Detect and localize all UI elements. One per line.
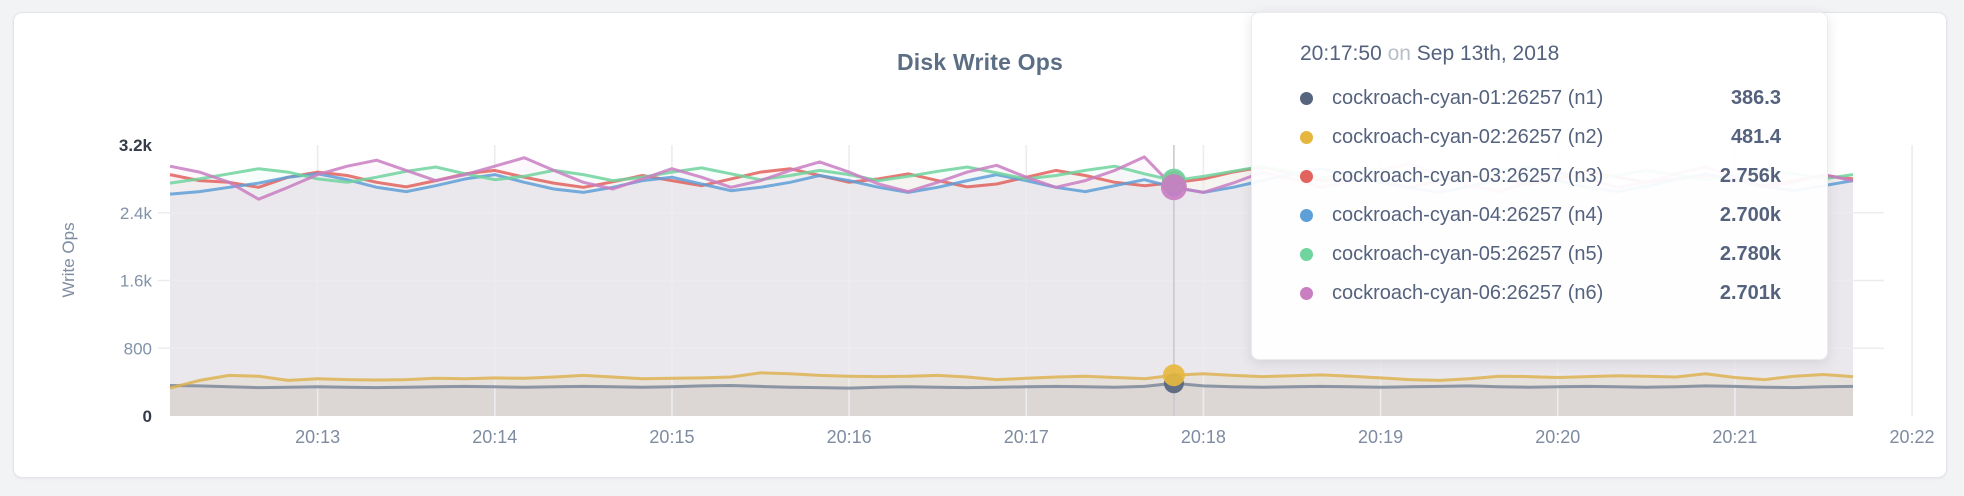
- tooltip-conjunction: on: [1387, 42, 1411, 65]
- series-label: cockroach-cyan-05:26257 (n5): [1332, 243, 1604, 265]
- series-label: cockroach-cyan-02:26257 (n2): [1332, 126, 1604, 148]
- y-tick-label: 2.4k: [120, 204, 153, 223]
- x-tick-label: 20:21: [1712, 427, 1757, 447]
- series-dot-icon: [1300, 170, 1313, 183]
- hover-dot: [1162, 364, 1185, 387]
- x-tick-label: 20:14: [472, 427, 517, 447]
- chart-tooltip: 20:17:50 on Sep 13th, 2018 cockroach-cya…: [1251, 12, 1828, 360]
- series-label: cockroach-cyan-01:26257 (n1): [1332, 87, 1604, 109]
- y-tick-label: 800: [124, 339, 152, 358]
- tooltip-header: 20:17:50 on Sep 13th, 2018: [1300, 39, 1781, 69]
- series-value: 2.701k: [1719, 282, 1781, 304]
- series-value: 386.3: [1730, 87, 1781, 109]
- hover-dot: [1160, 174, 1187, 201]
- tooltip-row: cockroach-cyan-02:26257 (n2) 481.4: [1300, 118, 1781, 157]
- x-tick-label: 20:20: [1535, 427, 1580, 447]
- series-label: cockroach-cyan-03:26257 (n3): [1332, 165, 1604, 187]
- x-tick-label: 20:15: [649, 427, 694, 447]
- series-dot-icon: [1300, 248, 1313, 261]
- series-dot-icon: [1300, 131, 1313, 144]
- tooltip-row: cockroach-cyan-05:26257 (n5) 2.780k: [1300, 235, 1781, 274]
- tooltip-row: cockroach-cyan-01:26257 (n1) 386.3: [1300, 79, 1781, 118]
- x-tick-label: 20:18: [1181, 427, 1226, 447]
- series-area: [170, 372, 1853, 416]
- chart-title: Disk Write Ops: [897, 49, 1063, 75]
- tooltip-row: cockroach-cyan-04:26257 (n4) 2.700k: [1300, 196, 1781, 235]
- y-tick-label: 1.6k: [120, 272, 153, 291]
- series-line: [169, 381, 1854, 390]
- tooltip-row: cockroach-cyan-06:26257 (n6) 2.701k: [1300, 274, 1781, 313]
- series-label: cockroach-cyan-04:26257 (n4): [1332, 204, 1604, 226]
- series-label: cockroach-cyan-06:26257 (n6): [1332, 282, 1604, 304]
- series-value: 2.780k: [1719, 243, 1781, 265]
- series-dot-icon: [1300, 209, 1313, 222]
- x-tick-label: 20:19: [1358, 427, 1403, 447]
- x-tick-label: 20:22: [1890, 427, 1935, 447]
- x-tick-label: 20:13: [295, 427, 340, 447]
- x-tick-label: 20:16: [827, 427, 872, 447]
- series-value: 2.756k: [1719, 165, 1781, 187]
- y-tick-label: 3.2k: [119, 136, 153, 155]
- tooltip-time: 20:17:50: [1300, 42, 1382, 65]
- series-dot-icon: [1300, 287, 1313, 300]
- series-line: [169, 371, 1854, 390]
- y-tick-label: 0: [143, 407, 152, 426]
- series-value: 2.700k: [1719, 204, 1781, 226]
- series-dot-icon: [1300, 92, 1313, 105]
- tooltip-date: Sep 13th, 2018: [1416, 42, 1560, 65]
- tooltip-row: cockroach-cyan-03:26257 (n3) 2.756k: [1300, 157, 1781, 196]
- x-tick-label: 20:17: [1004, 427, 1049, 447]
- series-value: 481.4: [1730, 126, 1781, 148]
- series-area: [170, 383, 1853, 416]
